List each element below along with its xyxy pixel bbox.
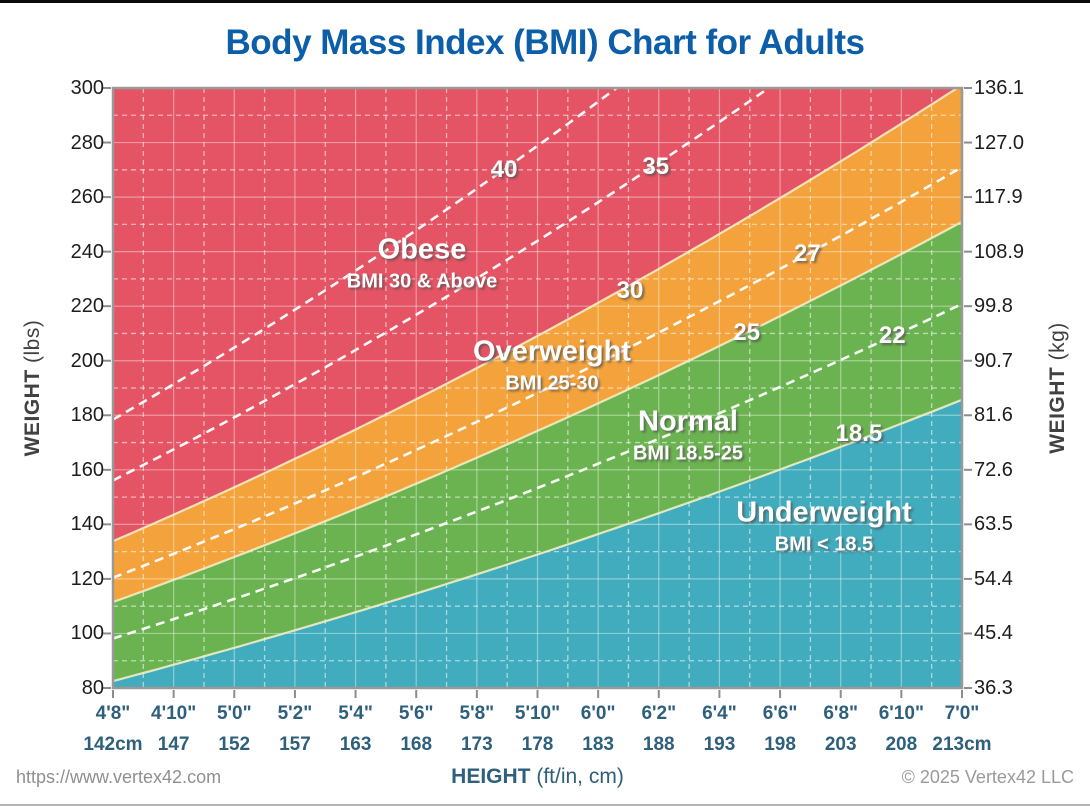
x-tick-label-cm: 157 <box>279 734 311 755</box>
zone-sublabel-obese: BMI 30 & Above <box>346 270 498 293</box>
bmi-line-label-30: 30 <box>616 277 644 305</box>
y-tick-label-kg: 136.1 <box>974 77 1025 99</box>
y-tick-label-lbs: 220 <box>70 295 104 318</box>
y-tick-label-kg: 81.6 <box>974 404 1013 427</box>
x-tick-label-ftin: 5'2" <box>277 703 313 724</box>
plot-area: Obese BMI 30 & Above Overweight BMI 25-30 No… <box>103 86 972 698</box>
x-axis-title-word: HEIGHT <box>451 765 531 788</box>
x-axis-title-unit: (ft/in, cm) <box>530 765 624 788</box>
bmi-line-label-18.5: 18.5 <box>835 419 883 447</box>
x-tick-label-cm: 168 <box>400 734 433 755</box>
y-tick-label-lbs: 80 <box>81 677 104 699</box>
y-tick-label-kg: 45.4 <box>974 622 1013 645</box>
x-tick-label-cm: 152 <box>218 734 251 755</box>
x-tick-label-ftin: 5'8" <box>459 703 495 724</box>
x-tick-label-cm: 193 <box>703 734 736 755</box>
x-tick-label-ftin: 5'6" <box>398 703 434 724</box>
zone-label-normal: Normal <box>638 405 738 438</box>
y-tick-label-lbs: 180 <box>70 404 104 427</box>
zone-boundary-bmi-18.5 <box>113 398 962 683</box>
zone-area-underweight <box>113 399 962 688</box>
x-tick-label-cm: 142cm <box>83 734 143 755</box>
zone-sublabel-normal: BMI 18.5-25 <box>632 442 744 465</box>
zone-label-underweight: Underweight <box>736 496 912 529</box>
bmi-line-label-35: 35 <box>642 152 670 180</box>
bmi-line-label-27: 27 <box>794 240 821 268</box>
bmi-zones-plot <box>103 86 972 698</box>
x-tick-label-ftin: 5'4" <box>338 703 373 724</box>
x-tick-label-cm: 203 <box>824 734 857 755</box>
bmi-line-label-25: 25 <box>733 318 761 346</box>
x-tick-label-cm: 208 <box>885 734 918 755</box>
x-tick-label-ftin: 6'8" <box>823 703 859 724</box>
y-tick-label-kg: 72.6 <box>974 458 1013 481</box>
zone-sublabel-underweight: BMI < 18.5 <box>774 533 874 556</box>
y-axis-title-left-word: WEIGHT <box>21 369 44 457</box>
plot-border <box>111 86 964 690</box>
y-tick-label-kg: 108.9 <box>974 240 1025 263</box>
x-tick-label-ftin: 6'2" <box>641 703 677 724</box>
y-tick-label-lbs: 140 <box>70 513 104 536</box>
x-tick-label-cm: 183 <box>582 734 614 755</box>
y-tick-label-lbs: 100 <box>70 622 104 645</box>
y-axis-title-right-word: WEIGHT <box>1046 366 1069 454</box>
x-axis-title: HEIGHT (ft/in, cm) <box>113 765 962 789</box>
y-axis-title-left-unit: (lbs) <box>21 319 44 370</box>
y-tick-label-lbs: 260 <box>70 186 104 209</box>
y-axis-title-right: WEIGHT (kg) <box>1046 322 1070 454</box>
y-axis-title-right-unit: (kg) <box>1046 322 1069 367</box>
y-tick-label-kg: 90.7 <box>974 349 1013 372</box>
y-tick-label-lbs: 120 <box>70 567 104 590</box>
y-tick-label-kg: 63.5 <box>974 513 1013 536</box>
x-tick-label-cm: 188 <box>642 734 675 755</box>
y-tick-label-kg: 36.3 <box>974 677 1013 699</box>
x-tick-label-cm: 213cm <box>932 734 992 755</box>
y-tick-label-lbs: 300 <box>70 77 104 99</box>
bmi-line-35 <box>113 88 772 482</box>
x-tick-label-ftin: 6'10" <box>878 703 924 724</box>
y-tick-label-kg: 99.8 <box>974 295 1013 318</box>
bmi-line-27 <box>113 165 962 579</box>
page-title: Body Mass Index (BMI) Chart for Adults <box>225 23 865 62</box>
x-tick-label-ftin: 4'8" <box>95 703 131 724</box>
y-tick-label-lbs: 240 <box>70 240 104 263</box>
y-tick-label-lbs: 200 <box>70 349 104 372</box>
zone-label-obese: Obese <box>377 233 467 266</box>
x-tick-label-ftin: 4'10" <box>151 703 197 724</box>
y-tick-label-kg: 127.0 <box>974 131 1025 154</box>
copyright-notice: © 2025 Vertex42 LLC <box>901 767 1074 787</box>
zone-sublabel-overweight: BMI 25-30 <box>505 372 599 395</box>
bmi-line-label-40: 40 <box>490 155 518 183</box>
x-tick-label-ftin: 5'0" <box>216 703 252 724</box>
x-tick-label-ftin: 6'6" <box>762 703 798 724</box>
y-tick-label-lbs: 280 <box>70 131 104 154</box>
x-tick-label-cm: 147 <box>157 734 190 755</box>
x-tick-label-cm: 178 <box>521 734 554 755</box>
zone-boundary-bmi-30 <box>113 88 960 543</box>
x-tick-label-ftin: 5'10" <box>514 703 561 724</box>
x-tick-label-cm: 173 <box>460 734 493 755</box>
y-tick-label-kg: 117.9 <box>974 186 1023 209</box>
bmi-line-22 <box>113 302 962 640</box>
y-tick-label-lbs: 160 <box>70 458 104 481</box>
x-tick-label-cm: 163 <box>339 734 372 755</box>
zone-label-overweight: Overweight <box>473 335 631 368</box>
y-axis-title-left: WEIGHT (lbs) <box>21 320 45 457</box>
zone-boundary-bmi-25 <box>113 220 962 604</box>
bmi-line-label-22: 22 <box>878 322 906 350</box>
x-tick-label-ftin: 6'0" <box>580 703 616 724</box>
x-tick-label-ftin: 7'0" <box>944 703 980 724</box>
y-tick-label-kg: 54.4 <box>974 567 1013 590</box>
website-url: https://www.vertex42.com <box>16 767 222 787</box>
x-tick-label-cm: 198 <box>764 734 796 755</box>
x-tick-label-ftin: 6'4" <box>702 703 737 724</box>
